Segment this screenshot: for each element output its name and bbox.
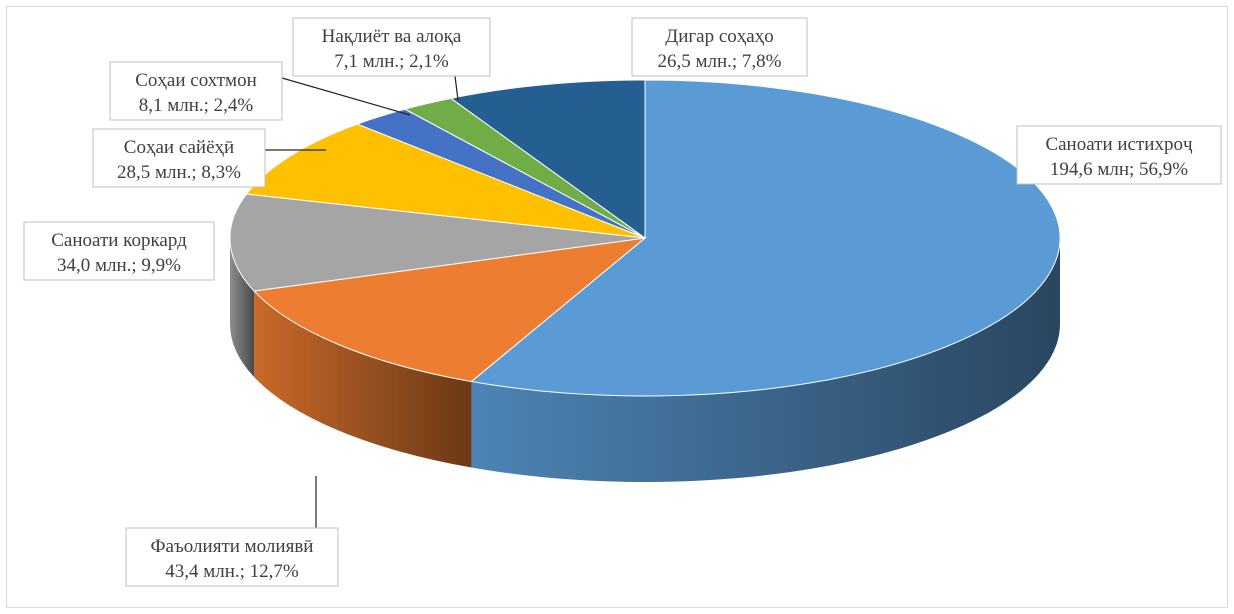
pie-slice-2: [229, 193, 646, 292]
leader-line-5: [454, 75, 459, 101]
slice-value-5: 7,1 млн.; 2,1%: [334, 51, 449, 72]
slice-value-6: 26,5 млн.; 7,8%: [657, 51, 781, 72]
slice-label-3: Соҳаи сайёҳӣ: [124, 137, 234, 158]
slice-value-1: 43,4 млн.; 12,7%: [165, 561, 299, 582]
data-label-box-1: [125, 527, 339, 587]
pie-side-2: [230, 238, 255, 378]
slice-label-5: Нақлиёт ва алоқа: [322, 26, 462, 47]
slice-value-0: 194,6 млн; 56,9%: [1050, 159, 1188, 180]
chart-frame: [6, 6, 1228, 608]
data-label-box-0: [1016, 125, 1222, 185]
pie-slice-6: [449, 79, 646, 239]
slice-value-2: 34,0 млн.; 9,9%: [57, 255, 181, 276]
slice-label-1: Фаъолияти молиявӣ: [151, 536, 314, 557]
slice-label-0: Саноати истихроҷ: [1045, 134, 1193, 155]
slice-value-4: 8,1 млн.; 2,4%: [139, 95, 254, 116]
data-label-box-5: [292, 17, 491, 77]
data-label-box-2: [23, 221, 215, 281]
slice-label-4: Соҳаи сохтмон: [135, 70, 257, 91]
pie-side-0: [471, 238, 1060, 482]
leader-line-4: [281, 77, 411, 116]
pie-slice-0: [470, 79, 1061, 397]
data-label-box-4: [109, 61, 283, 121]
data-label-box-3: [92, 128, 266, 188]
pie-slice-3: [245, 123, 646, 239]
pie-slice-1: [253, 237, 647, 383]
slice-label-6: Дигар соҳаҳо: [665, 26, 773, 47]
slice-value-3: 28,5 млн.; 8,3%: [117, 162, 241, 183]
slice-label-2: Саноати коркард: [51, 230, 187, 251]
pie-side-1: [254, 291, 472, 468]
data-label-box-6: [631, 17, 808, 77]
